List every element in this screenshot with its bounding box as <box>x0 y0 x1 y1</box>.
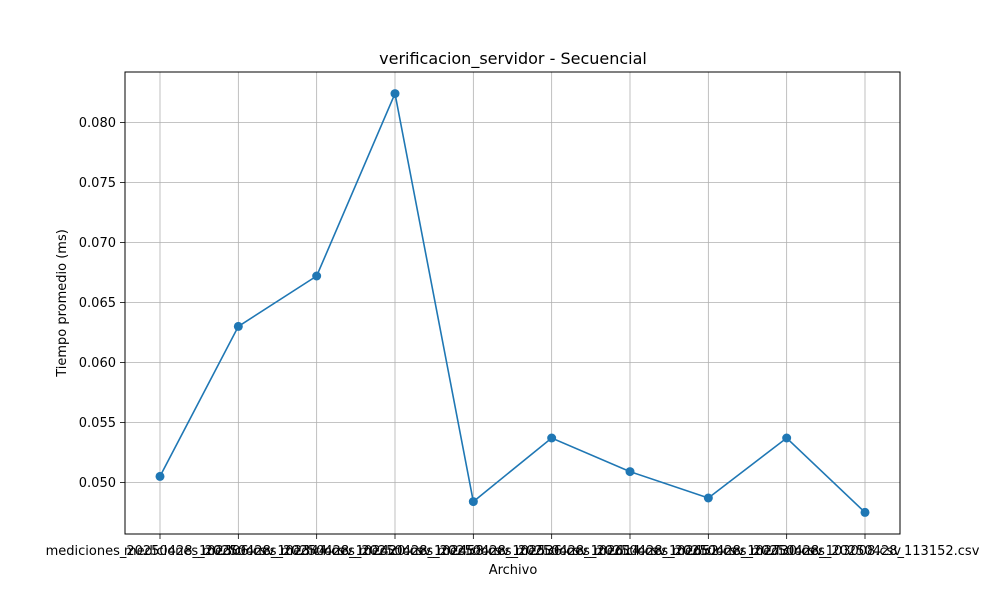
x-tick-label: mediciones_20250428_102536.csv <box>359 544 588 559</box>
grid <box>125 72 900 534</box>
x-tick-label: mediciones_20250428_102614.csv <box>437 544 666 559</box>
y-tick-label: 0.060 <box>79 356 116 371</box>
x-axis-label: Archivo <box>489 563 538 578</box>
data-point <box>625 467 635 477</box>
data-point <box>860 507 870 517</box>
data-point <box>390 89 400 99</box>
data-point <box>547 433 557 443</box>
y-tick-label: 0.050 <box>79 476 116 491</box>
x-tick-label: mediciones_20250428_102652.csv <box>516 544 745 559</box>
x-tick-label: mediciones_20250428_102344.csv <box>124 544 353 559</box>
data-point <box>155 471 165 481</box>
plot-frame <box>124 71 901 535</box>
x-tick-label: mediciones_20250428_102420.csv <box>202 544 431 559</box>
x-tick-label: mediciones_20250428_113152.csv <box>751 544 980 559</box>
ticks: mediciones_20250428_102306.csvmediciones… <box>46 116 980 559</box>
y-tick-label: 0.055 <box>79 416 116 431</box>
y-tick-label: 0.065 <box>79 296 116 311</box>
x-tick-label: mediciones_20250428_102306.csv <box>46 544 275 559</box>
data-point <box>468 497 478 507</box>
series-layer <box>155 89 870 517</box>
y-tick-label: 0.080 <box>79 116 116 131</box>
data-point <box>782 433 792 443</box>
series-line <box>159 90 866 513</box>
x-tick-label: mediciones_20250428_103008.csv <box>672 544 901 559</box>
data-point <box>233 321 243 331</box>
chart-title: verificacion_servidor - Secuencial <box>379 49 647 69</box>
y-tick-label: 0.070 <box>79 236 116 251</box>
data-point <box>703 493 713 503</box>
y-axis-label: Tiempo promedio (ms) <box>55 229 70 378</box>
y-tick-label: 0.075 <box>79 176 116 191</box>
x-tick-label: mediciones_20250428_102458.csv <box>281 544 510 559</box>
x-tick-label: mediciones_20250428_102730.csv <box>594 544 823 559</box>
data-point <box>312 271 322 281</box>
